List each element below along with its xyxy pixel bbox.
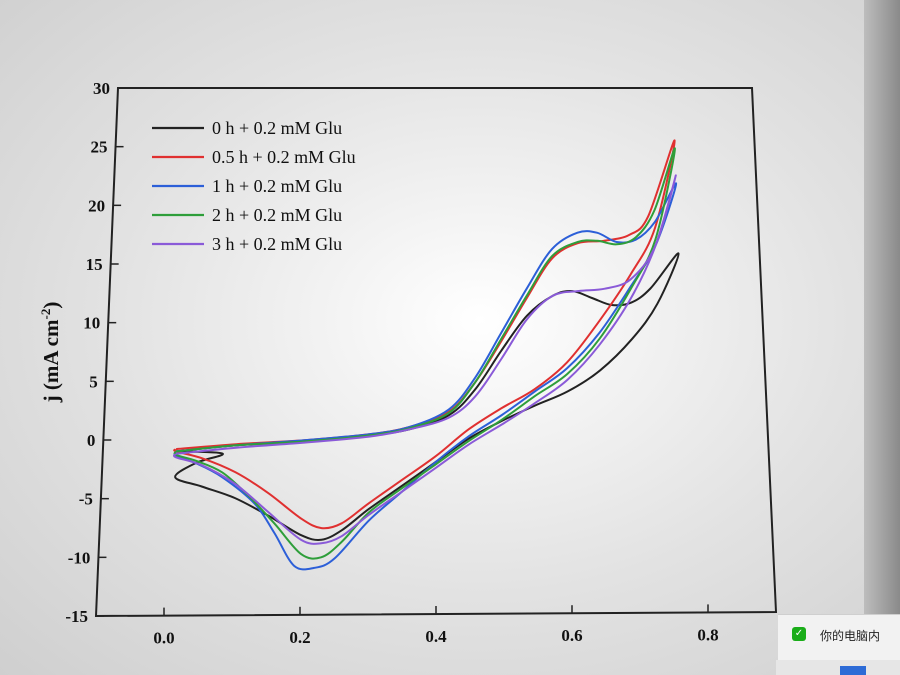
- x-tick-label: 0.6: [561, 626, 582, 645]
- x-tick-label: 0.0: [153, 629, 174, 648]
- y-tick-label: 0: [87, 431, 96, 450]
- x-tick-label: 0.4: [425, 627, 447, 646]
- y-tick-label: 10: [83, 314, 100, 333]
- y-tick-label: -15: [65, 607, 88, 626]
- y-tick-label: 5: [89, 372, 98, 391]
- wechat-icon: ✓: [792, 627, 806, 641]
- y-tick-label: -10: [68, 548, 91, 567]
- legend-label-2: 1 h + 0.2 mM Glu: [212, 176, 342, 196]
- y-tick-label: 30: [93, 79, 110, 98]
- legend-label-1: 0.5 h + 0.2 mM Glu: [212, 147, 356, 167]
- monitor-bezel: [864, 0, 900, 675]
- y-tick-label: 20: [88, 196, 105, 215]
- taskbar-app-icon[interactable]: [840, 666, 866, 675]
- legend-label-3: 2 h + 0.2 mM Glu: [212, 205, 342, 225]
- legend-label-0: 0 h + 0.2 mM Glu: [212, 118, 342, 138]
- series-line-4: [172, 174, 677, 545]
- y-axis-label: j (mA cm-2): [38, 302, 63, 404]
- y-tick-label: 25: [91, 138, 108, 157]
- ticks-group: 30 25 20 15 10 5 0 -5 -10 -15 0.0 0.2 0.4 0.6 0.8: [65, 79, 718, 648]
- series-line-3: [173, 147, 676, 560]
- y-tick-label: 15: [86, 255, 103, 274]
- series-lines-group: [172, 139, 680, 571]
- legend-label-4: 3 h + 0.2 mM Glu: [212, 234, 342, 254]
- plot-frame: [94, 87, 778, 618]
- x-tick-label: 0.2: [289, 628, 310, 647]
- series-line-2: [173, 182, 678, 571]
- y-tick-label: -5: [79, 490, 93, 509]
- notification-toast[interactable]: ✓ 你的电脑内: [778, 614, 900, 661]
- legend: 0 h + 0.2 mM Glu 0.5 h + 0.2 mM Glu 1 h + …: [152, 118, 356, 254]
- taskbar-strip: [776, 660, 900, 675]
- plot-frame-group: [94, 87, 778, 618]
- notification-text: 你的电脑内: [820, 629, 881, 643]
- x-tick-label: 0.8: [697, 625, 718, 644]
